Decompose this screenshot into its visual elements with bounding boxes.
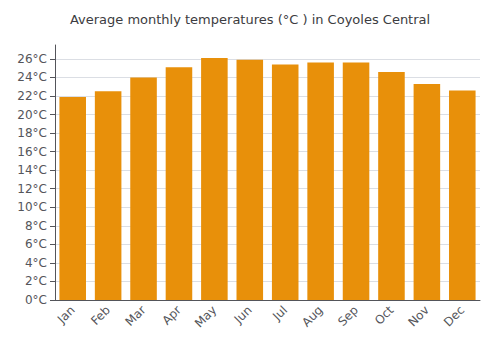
svg-text:10°C: 10°C [17, 200, 47, 214]
svg-text:Oct: Oct [372, 303, 397, 328]
svg-text:Dec: Dec [441, 303, 467, 329]
svg-text:Average monthly temperatures (: Average monthly temperatures (°C ) in Co… [70, 12, 430, 27]
svg-text:24°C: 24°C [17, 70, 47, 84]
svg-text:16°C: 16°C [17, 145, 47, 159]
svg-text:20°C: 20°C [17, 108, 47, 122]
svg-text:2°C: 2°C [25, 274, 47, 288]
svg-text:26°C: 26°C [17, 52, 47, 66]
svg-text:Jul: Jul [269, 303, 290, 324]
svg-text:Aug: Aug [299, 303, 325, 329]
svg-text:Sep: Sep [335, 303, 361, 329]
svg-text:8°C: 8°C [25, 219, 47, 233]
svg-text:22°C: 22°C [17, 89, 47, 103]
svg-text:18°C: 18°C [17, 126, 47, 140]
svg-text:12°C: 12°C [17, 182, 47, 196]
svg-text:Nov: Nov [405, 303, 431, 329]
svg-text:6°C: 6°C [25, 237, 47, 251]
svg-text:Jan: Jan [54, 303, 78, 327]
svg-text:Apr: Apr [159, 303, 184, 328]
svg-text:14°C: 14°C [17, 163, 47, 177]
svg-text:May: May [192, 303, 219, 330]
svg-text:Feb: Feb [88, 303, 113, 328]
svg-text:Mar: Mar [123, 303, 149, 329]
svg-text:Jun: Jun [231, 303, 255, 327]
svg-text:0°C: 0°C [25, 293, 47, 307]
svg-text:4°C: 4°C [25, 256, 47, 270]
